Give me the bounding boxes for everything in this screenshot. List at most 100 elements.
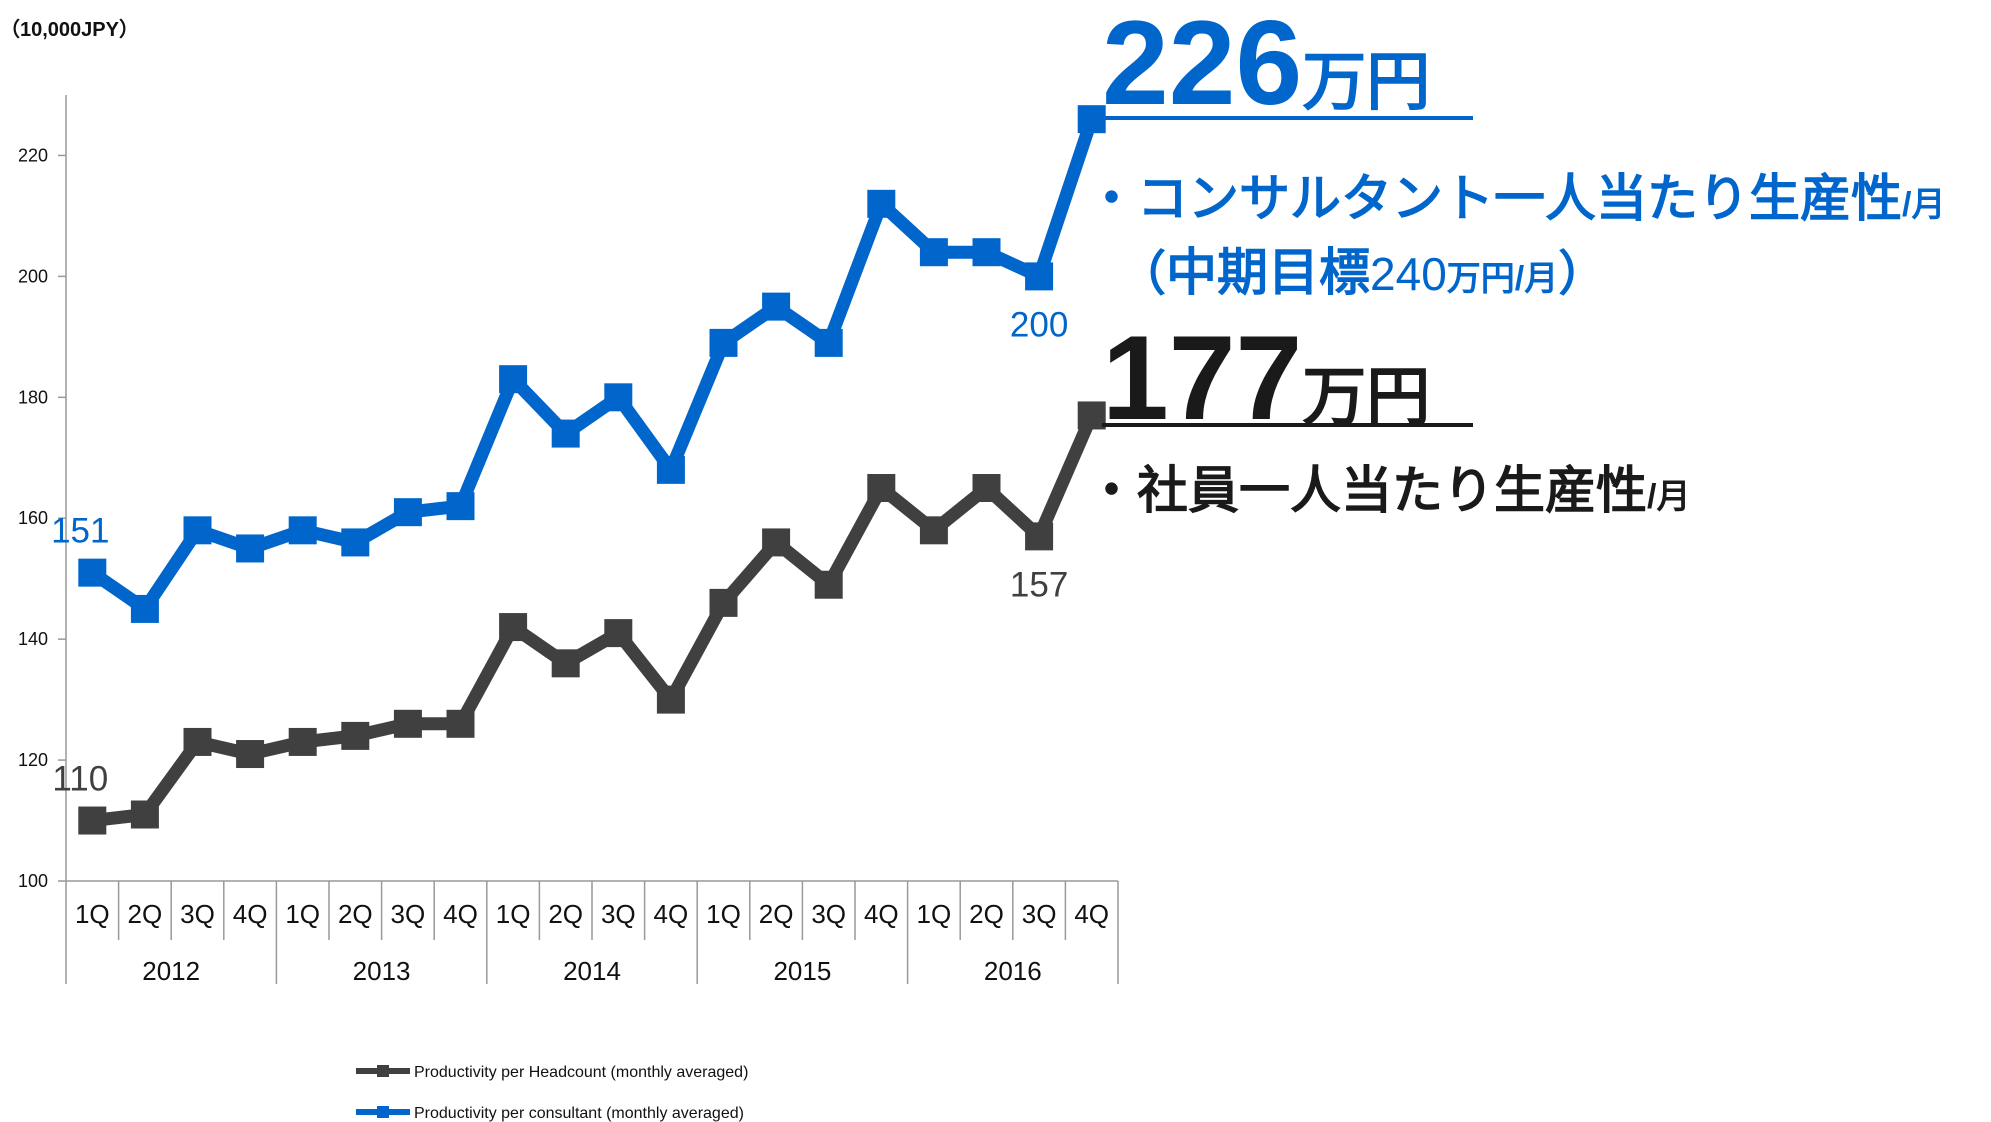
legend-label: Productivity per consultant (monthly ave… <box>414 1105 744 1122</box>
marker <box>236 740 265 769</box>
x-tick-label: 4Q <box>654 899 689 929</box>
marker <box>1025 262 1054 291</box>
marker <box>341 721 370 750</box>
marker <box>130 800 159 829</box>
marker <box>393 709 422 738</box>
marker <box>499 613 528 642</box>
annotation: 226万円 <box>1102 0 1430 130</box>
annotation-part: 226 <box>1102 0 1302 130</box>
marker <box>972 474 1001 502</box>
unit-label: （10,000JPY） <box>0 18 139 41</box>
x-tick-label: 2Q <box>759 899 794 929</box>
marker <box>919 516 948 545</box>
x-tick-label: 4Q <box>233 899 268 929</box>
legend-marker <box>377 1065 389 1077</box>
marker <box>499 365 528 394</box>
marker <box>919 238 948 267</box>
marker <box>78 558 107 587</box>
annotation-part: 万円 <box>1302 46 1430 118</box>
y-tick-label: 200 <box>18 266 48 286</box>
x-group-label: 2014 <box>563 956 621 986</box>
x-tick-label: 3Q <box>811 899 846 929</box>
annotation: 177万円 <box>1102 311 1430 445</box>
data-label: 157 <box>1010 565 1068 604</box>
annotation-part: /月 <box>1515 260 1558 298</box>
x-tick-label: 1Q <box>285 899 320 929</box>
x-tick-label: 2Q <box>548 899 583 929</box>
marker <box>551 419 580 448</box>
x-tick-label: 1Q <box>496 899 531 929</box>
annotation-part: 240 <box>1370 248 1447 300</box>
marker <box>814 328 843 357</box>
marker <box>446 709 475 738</box>
marker <box>867 189 896 218</box>
marker <box>604 619 633 648</box>
data-label: 200 <box>1010 305 1068 344</box>
marker <box>288 516 317 545</box>
marker <box>814 570 843 599</box>
marker <box>762 292 791 321</box>
x-tick-label: 3Q <box>180 899 215 929</box>
x-tick-label: 3Q <box>391 899 426 929</box>
annotation: ・社員一人当たり生産性/月 <box>1086 462 1690 519</box>
annotation-part: ・社員一人当たり生産性 <box>1086 462 1647 519</box>
marker <box>78 806 107 835</box>
marker <box>709 588 738 617</box>
marker <box>236 534 265 563</box>
marker <box>341 528 370 557</box>
legend-marker <box>377 1106 389 1118</box>
x-tick-label: 3Q <box>601 899 636 929</box>
x-tick-label: 2Q <box>338 899 373 929</box>
x-tick-label: 1Q <box>706 899 741 929</box>
y-tick-label: 140 <box>18 629 48 649</box>
x-group-label: 2015 <box>773 956 831 986</box>
marker <box>656 685 685 714</box>
x-tick-label: 2Q <box>969 899 1004 929</box>
annotation-part: /月 <box>1647 478 1690 516</box>
marker <box>1077 105 1106 134</box>
x-group-label: 2013 <box>353 956 411 986</box>
marker <box>604 383 633 412</box>
x-tick-label: 4Q <box>1074 899 1109 929</box>
y-tick-label: 100 <box>18 871 48 891</box>
marker <box>656 455 685 484</box>
x-group-label: 2012 <box>142 956 200 986</box>
marker <box>1025 522 1054 551</box>
annotation-part: /月 <box>1902 186 1945 224</box>
legend-label: Productivity per Headcount (monthly aver… <box>414 1064 748 1081</box>
x-group-label: 2016 <box>984 956 1042 986</box>
data-label: 151 <box>51 512 109 551</box>
annotation: （中期目標240万円/月） <box>1118 244 1606 301</box>
marker <box>183 516 212 545</box>
marker <box>867 474 896 502</box>
annotation-part: 万円 <box>1302 361 1430 433</box>
y-tick-label: 220 <box>18 145 48 165</box>
x-tick-label: 2Q <box>128 899 163 929</box>
marker <box>709 328 738 357</box>
x-tick-label: 1Q <box>917 899 952 929</box>
y-tick-label: 160 <box>18 508 48 528</box>
x-tick-label: 3Q <box>1022 899 1057 929</box>
annotation-part: 万円 <box>1447 260 1515 298</box>
annotation-part: ・コンサルタント一人当たり生産性 <box>1086 170 1902 227</box>
marker <box>393 498 422 527</box>
x-tick-label: 1Q <box>75 899 110 929</box>
data-label: 110 <box>52 760 108 799</box>
y-tick-label: 180 <box>18 387 48 407</box>
y-tick-label: 120 <box>18 750 48 770</box>
marker <box>446 492 475 521</box>
marker <box>1077 401 1106 430</box>
annotation-part: ） <box>1558 248 1606 301</box>
annotation: ・コンサルタント一人当たり生産性/月 <box>1086 170 1945 227</box>
marker <box>130 594 159 623</box>
x-tick-label: 4Q <box>443 899 478 929</box>
marker <box>183 727 212 756</box>
annotation-part: 177 <box>1102 311 1302 445</box>
marker <box>762 528 791 557</box>
annotation-part: （ <box>1118 248 1166 301</box>
marker <box>288 727 317 756</box>
x-tick-label: 4Q <box>864 899 899 929</box>
annotation-part: 中期目標 <box>1166 244 1370 301</box>
marker <box>972 238 1001 267</box>
